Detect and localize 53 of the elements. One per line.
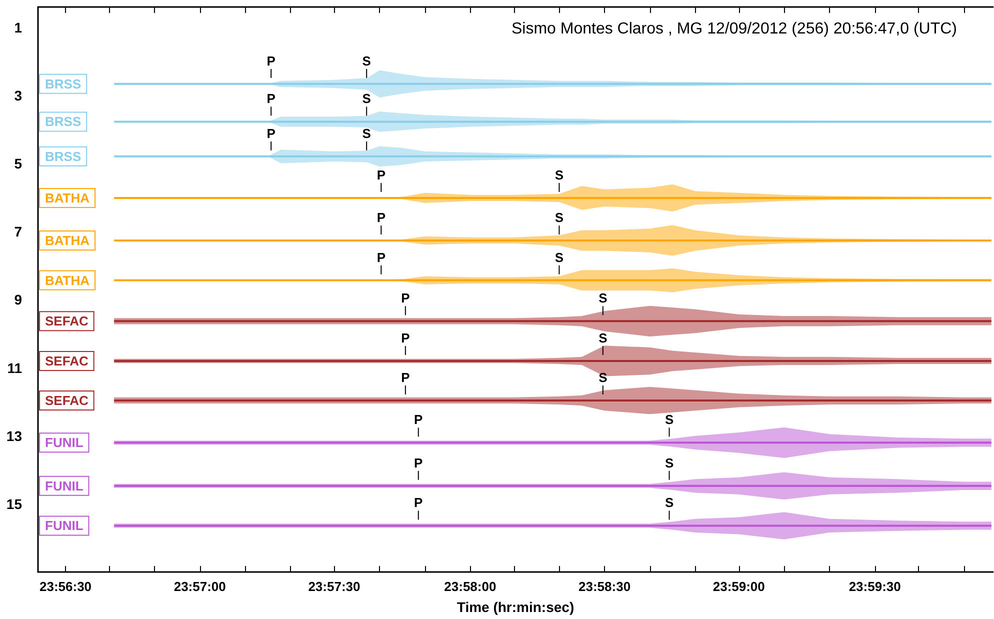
x-tick-label: 23:56:30 — [39, 579, 92, 594]
series-label: SEFAC — [45, 392, 89, 408]
annotation: P — [376, 250, 386, 265]
series-label: BATHA — [45, 190, 90, 206]
annotation: S — [554, 250, 564, 265]
x-axis-title: Time (hr:min:sec) — [456, 599, 574, 615]
y-tick-label: 15 — [6, 496, 22, 512]
annotation: S — [664, 455, 674, 470]
annotation: S — [362, 91, 372, 106]
y-tick-label: 11 — [7, 360, 22, 376]
annotation: S — [664, 495, 674, 510]
annotation: P — [414, 455, 424, 470]
text: FUNIL — [45, 478, 84, 494]
y-tick-label: 13 — [6, 428, 22, 444]
text: BRSS — [45, 148, 82, 164]
annotation: S — [664, 412, 674, 428]
annotation: P — [401, 370, 410, 385]
annotation: S — [554, 210, 564, 225]
y-tick-label: 3 — [14, 87, 22, 104]
series-label: SEFAC — [45, 353, 89, 368]
text: BRSS — [45, 76, 82, 92]
series-label: BATHA — [45, 232, 90, 248]
x-tick-label: 23:59:30 — [848, 579, 901, 594]
annotation: P — [266, 53, 276, 68]
annotation: S — [598, 330, 608, 346]
annotation: P — [376, 167, 386, 182]
annotation: P — [266, 126, 276, 141]
text: FUNIL — [45, 435, 84, 450]
series-label: BATHA — [45, 272, 90, 288]
annotation: P — [376, 210, 386, 225]
text: FUNIL — [45, 518, 84, 534]
x-tick-label: 23:58:30 — [578, 579, 631, 594]
y-tick-label: 7 — [14, 224, 22, 240]
annotation: P — [266, 91, 276, 106]
x-tick-label: 23:59:00 — [712, 579, 765, 594]
x-tick-label: 23:57:30 — [308, 579, 360, 594]
annotation: S — [598, 290, 608, 306]
x-tick-label: 23:58:00 — [444, 579, 496, 594]
annotation: P — [414, 495, 424, 510]
y-tick-label: 9 — [14, 292, 22, 308]
text: Sismo Montes Claros , MG 12/09/2012 (256) 20:56:47,0 (UTC) — [511, 20, 957, 38]
annotation: P — [401, 290, 410, 306]
annotation: S — [362, 126, 372, 141]
y-tick-label: 1 — [14, 19, 22, 36]
annotation: S — [598, 370, 608, 385]
x-tick-label: 23:57:00 — [174, 579, 226, 594]
annotation: S — [362, 53, 372, 68]
y-tick-label: 5 — [14, 156, 22, 172]
series-label: SEFAC — [45, 314, 89, 329]
annotation: P — [414, 412, 424, 428]
annotation: S — [554, 167, 564, 182]
annotation: P — [401, 330, 410, 346]
text: BRSS — [45, 114, 82, 130]
